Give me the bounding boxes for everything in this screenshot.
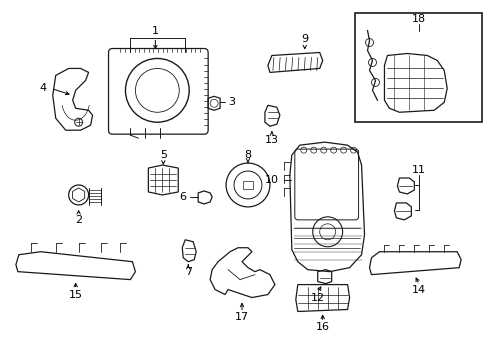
Text: 5: 5 <box>160 150 167 160</box>
Text: 17: 17 <box>235 312 249 323</box>
Text: 16: 16 <box>316 323 330 332</box>
Text: 13: 13 <box>265 135 279 145</box>
Text: 8: 8 <box>245 150 251 160</box>
Text: 7: 7 <box>185 267 192 276</box>
Text: 6: 6 <box>180 192 187 202</box>
Text: 14: 14 <box>412 284 426 294</box>
Text: 4: 4 <box>39 84 47 93</box>
Text: 12: 12 <box>311 293 325 302</box>
Text: 3: 3 <box>228 97 236 107</box>
Text: 15: 15 <box>69 289 83 300</box>
Text: 10: 10 <box>265 175 279 185</box>
Text: 2: 2 <box>75 215 82 225</box>
Text: 11: 11 <box>412 165 426 175</box>
Text: 1: 1 <box>152 26 159 36</box>
Text: 18: 18 <box>412 14 426 24</box>
Text: 9: 9 <box>301 33 308 44</box>
